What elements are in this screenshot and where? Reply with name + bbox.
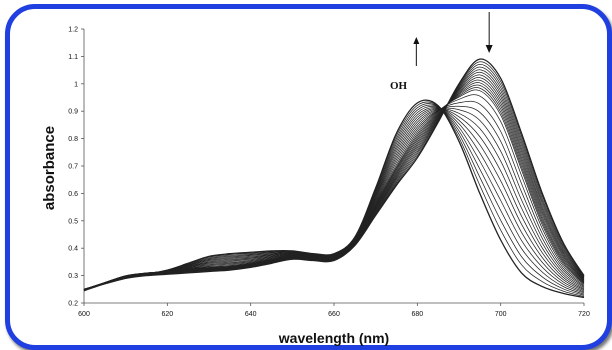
y-tick-label: 1.2 [68, 27, 78, 34]
x-tick-label: 600 [78, 311, 90, 318]
annotations: OH [390, 12, 493, 92]
x-tick-label: 720 [578, 311, 590, 318]
x-tick-label: 640 [245, 311, 257, 318]
arrow-up-head-icon [413, 37, 420, 44]
arrow-down-head-icon [485, 45, 493, 53]
y-tick-label: 0.8 [68, 136, 78, 143]
chart-frame [5, 4, 612, 350]
oh-annotation: OH [390, 80, 408, 92]
y-tick-label: 0.6 [68, 191, 78, 198]
y-tick-label: 0.4 [68, 246, 78, 253]
y-tick-label: 1.1 [68, 54, 78, 61]
x-axis-label: wavelength (nm) [278, 330, 389, 346]
spectrum-line [83, 104, 585, 295]
y-tick-label: 0.7 [68, 164, 78, 171]
y-axis-label: absorbance [41, 126, 58, 210]
x-tick-label: 700 [495, 311, 507, 318]
tick-group: 600 620 640 660 680 700 720 0.2 0.3 0.4 0.5 0.6 0.7 0… [68, 27, 590, 319]
y-tick-label: 0.3 [68, 273, 78, 280]
y-tick-label: 0.9 [68, 109, 78, 116]
axes [83, 29, 584, 304]
spectrum-line [83, 58, 585, 292]
x-tick-label: 680 [411, 311, 423, 318]
y-tick-label: 0.5 [68, 218, 78, 225]
y-tick-label: 1 [74, 81, 78, 88]
y-tick-label: 0.2 [68, 301, 78, 308]
x-tick-label: 620 [161, 311, 173, 318]
x-tick-label: 660 [328, 311, 340, 318]
spectra-curves [83, 58, 585, 299]
